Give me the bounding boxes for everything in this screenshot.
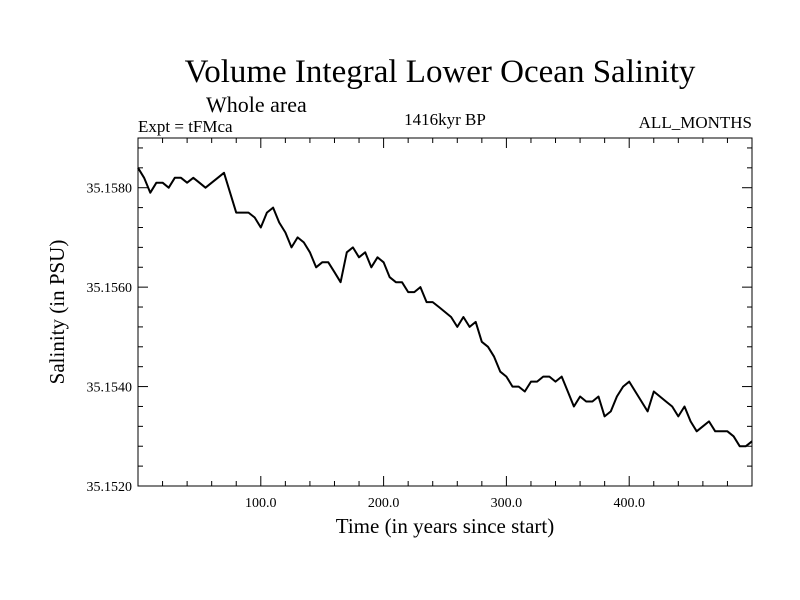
experiment-label: Expt = tFMca	[138, 117, 233, 136]
y-tick-label: 35.1520	[87, 480, 133, 495]
x-tick-label: 200.0	[368, 496, 400, 511]
y-axis-ticks: 35.1520 35.1540 35.1560 35.1580	[87, 147, 752, 495]
x-axis-ticks: 100.0 200.0 300.0 400.0	[162, 138, 728, 511]
y-axis-label: Salinity (in PSU)	[45, 240, 69, 385]
chart-title: Volume Integral Lower Ocean Salinity	[185, 54, 696, 90]
months-label: ALL_MONTHS	[639, 113, 752, 132]
x-axis-label: Time (in years since start)	[336, 514, 555, 538]
chart-subtitle: Whole area	[206, 92, 307, 117]
y-tick-label: 35.1560	[87, 281, 133, 296]
x-tick-label: 400.0	[613, 496, 645, 511]
y-tick-label: 35.1580	[87, 182, 133, 197]
period-label: 1416kyr BP	[404, 110, 486, 129]
salinity-series-line	[137, 167, 753, 448]
plot-frame	[137, 137, 753, 487]
y-tick-label: 35.1540	[87, 381, 133, 396]
x-tick-label: 300.0	[491, 496, 523, 511]
x-tick-label: 100.0	[245, 496, 277, 511]
